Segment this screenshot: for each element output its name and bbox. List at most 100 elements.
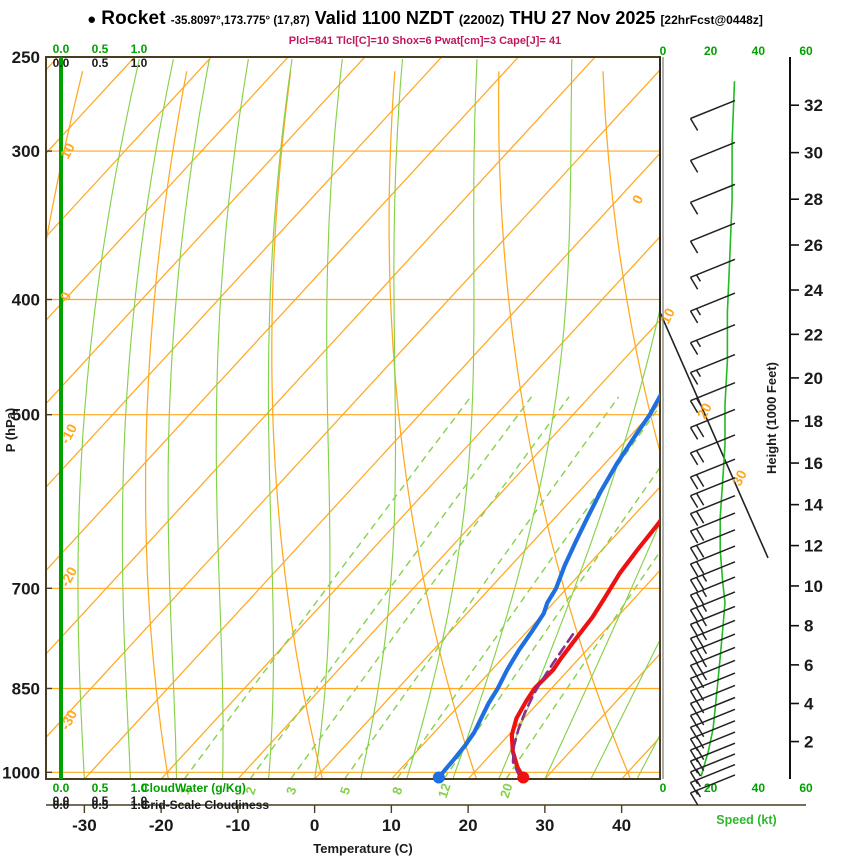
wind-barb bbox=[689, 753, 736, 785]
temperature-axis: -30 -20 -10 0 10 20 30 40 Temperature (C) bbox=[46, 804, 806, 856]
wind-barb bbox=[689, 742, 736, 774]
temperature-line bbox=[509, 79, 660, 779]
speed-axis: 0 0 20 20 40 40 60 60 Speed (kt) bbox=[660, 44, 813, 827]
cloud-scale-tick: 1.0 bbox=[131, 56, 148, 70]
sounding-parameters: Plcl=841 Tlcl[C]=10 Shox=6 Pwat[cm]=3 Ca… bbox=[288, 35, 562, 47]
mixing-ratio-label: 1 bbox=[177, 785, 194, 797]
isotherm-label: 10 bbox=[57, 140, 79, 161]
cloudwater-scale-top: 0.0 0.5 1.0 bbox=[53, 42, 148, 56]
surface-temperature-dot bbox=[517, 771, 530, 784]
header: ● Rocket -35.8097°,173.775° (17,87) Vali… bbox=[0, 8, 850, 34]
wind-barb bbox=[689, 763, 736, 795]
pressure-tick-label: 300 bbox=[12, 142, 40, 161]
pressure-tick-label: 1000 bbox=[2, 763, 40, 782]
height-tick-label: 22 bbox=[804, 325, 823, 344]
isotherm-label: 0 bbox=[629, 192, 647, 207]
speed-tick-label-top: 40 bbox=[752, 44, 766, 58]
cloudiness-scale-top: 0.0 0.5 1.0 bbox=[53, 56, 148, 70]
valid-date: THU 27 Nov 2025 bbox=[509, 8, 656, 28]
isotherm-lines bbox=[46, 57, 660, 779]
pressure-tick-label: 700 bbox=[12, 579, 40, 598]
height-tick-label: 26 bbox=[804, 236, 823, 255]
parcel-line bbox=[511, 629, 577, 778]
speed-tick-label: 0 bbox=[660, 781, 667, 795]
wind-barb bbox=[689, 353, 736, 385]
speed-tick-label-top: 20 bbox=[704, 44, 718, 58]
temperature-tick-label: 0 bbox=[310, 816, 319, 835]
station-name: Rocket bbox=[101, 8, 166, 29]
height-tick-label: 24 bbox=[804, 281, 823, 300]
mixing-ratio-label: 5 bbox=[337, 785, 354, 797]
height-tick-label: 6 bbox=[804, 656, 813, 675]
cloudiness-tick: 0.0 bbox=[53, 798, 70, 812]
wind-barb bbox=[689, 408, 736, 440]
cloud-scale-tick: 0.0 bbox=[53, 781, 70, 795]
wind-barb bbox=[689, 529, 736, 561]
isobar-lines bbox=[46, 150, 660, 773]
cloud-scale-tick: 0.0 bbox=[53, 42, 70, 56]
temperature-tick-label: 20 bbox=[459, 816, 478, 835]
wind-barb bbox=[689, 324, 736, 356]
wind-barb bbox=[689, 382, 736, 414]
temperature-tick-label: 40 bbox=[612, 816, 631, 835]
wind-barb bbox=[689, 633, 736, 665]
wind-barb bbox=[689, 183, 736, 215]
cloud-scale-title: CloudWater (g/Kg) bbox=[141, 781, 246, 795]
pressure-tick-label: 400 bbox=[12, 291, 40, 310]
cloud-scale-tick: 1.0 bbox=[131, 42, 148, 56]
mixing-ratio-label: 12 bbox=[435, 781, 454, 799]
wind-barb bbox=[689, 141, 736, 173]
speed-tick-label: 40 bbox=[752, 781, 766, 795]
temperature-tick-label: 10 bbox=[382, 816, 401, 835]
height-tick-label: 14 bbox=[804, 496, 823, 515]
height-tick-label: 10 bbox=[804, 577, 823, 596]
temperature-tick-label: -10 bbox=[226, 816, 251, 835]
wind-barb bbox=[689, 292, 736, 324]
wind-barb bbox=[689, 605, 736, 637]
speed-axis-label: Speed (kt) bbox=[716, 813, 776, 827]
wind-barb bbox=[689, 458, 736, 490]
moist-adiabat-lines bbox=[77, 58, 660, 779]
temperature-tick-label: 30 bbox=[535, 816, 554, 835]
height-tick-label: 4 bbox=[804, 694, 814, 713]
valid-time-utc: (2200Z) bbox=[458, 12, 505, 27]
speed-tick-label-top: 60 bbox=[799, 44, 813, 58]
cloud-scale-tick: 0.0 bbox=[53, 794, 70, 808]
cloud-scale-tick: 0.0 bbox=[53, 56, 70, 70]
cloudiness-label: Grid-Scale Cloudiness bbox=[141, 798, 269, 812]
wind-barb bbox=[689, 591, 736, 623]
height-tick-label: 20 bbox=[804, 369, 823, 388]
pressure-axis-label: P (hPa) bbox=[3, 408, 18, 453]
mixing-ratio-label: 2 bbox=[242, 785, 259, 797]
mixing-ratio-label: 20 bbox=[497, 781, 516, 799]
wind-barb bbox=[689, 434, 736, 466]
dewpoint-line bbox=[436, 79, 660, 779]
cloud-scale-tick: 0.5 bbox=[92, 781, 109, 795]
isotherm-label: 10 bbox=[657, 305, 679, 326]
height-tick-label: 2 bbox=[804, 733, 813, 752]
isotherm-label: 30 bbox=[729, 467, 751, 488]
pressure-axis: 250 300 400 500 700 850 1000 P (hPa) bbox=[2, 48, 52, 782]
mixing-ratio-label: 3 bbox=[283, 785, 300, 797]
height-tick-label: 16 bbox=[804, 454, 823, 473]
cloud-scale-tick: 1.0 bbox=[131, 794, 148, 808]
cloud-scale-tick: 0.5 bbox=[92, 794, 109, 808]
cloud-scale-tick: 1.0 bbox=[131, 781, 148, 795]
cloudiness-tick: 1.0 bbox=[131, 798, 148, 812]
speed-tick-label: 60 bbox=[799, 781, 813, 795]
station-bullet-icon: ● bbox=[87, 11, 97, 28]
station-coordinates: -35.8097°,173.775° (17,87) bbox=[170, 15, 310, 27]
dewpoint-profile bbox=[436, 79, 660, 779]
cloud-scale-tick: 0.5 bbox=[92, 42, 109, 56]
height-tick-label: 32 bbox=[804, 96, 823, 115]
pressure-tick-label: 500 bbox=[12, 406, 40, 425]
wind-speed-curve bbox=[700, 81, 736, 777]
wind-barb bbox=[689, 561, 736, 593]
wind-barb bbox=[689, 494, 736, 527]
plot-frame bbox=[45, 56, 769, 780]
height-tick-label: 18 bbox=[804, 412, 823, 431]
